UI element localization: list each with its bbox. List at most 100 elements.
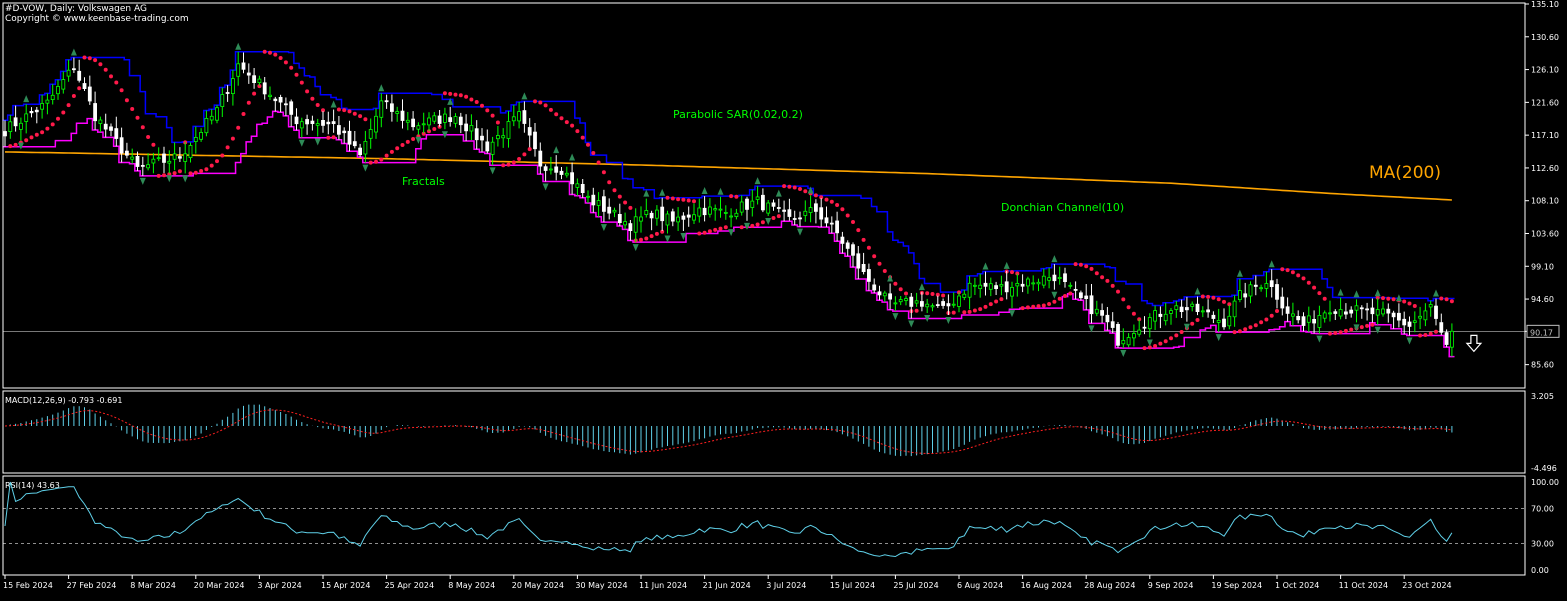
candle xyxy=(1153,305,1157,330)
sar-dot xyxy=(1126,305,1131,310)
candle-body xyxy=(257,78,262,83)
candle xyxy=(1312,310,1316,334)
candle xyxy=(1004,270,1009,300)
candle xyxy=(999,275,1004,296)
candle-body xyxy=(1444,332,1449,345)
sar-dot xyxy=(575,129,580,134)
sar-dot xyxy=(1147,345,1152,350)
sar-dot xyxy=(718,226,723,231)
candle-body xyxy=(1306,315,1311,323)
price-tick-label: 117.10 xyxy=(1531,131,1559,140)
candle-body xyxy=(432,115,437,122)
candle-body xyxy=(761,194,765,211)
candle xyxy=(723,205,728,220)
axes-layer: 135.10 130.60 126.10 121.60 117.10 112.60 108.… xyxy=(2,0,1560,590)
candle-body xyxy=(798,217,802,220)
sar-dot xyxy=(395,146,400,151)
candle xyxy=(347,120,352,152)
fractal-down-arrow xyxy=(415,136,422,144)
candle-body xyxy=(1158,313,1163,317)
candle xyxy=(543,164,548,182)
candle xyxy=(358,143,363,158)
sar-dot xyxy=(1206,294,1211,299)
fractal-down-arrow xyxy=(298,139,305,147)
candle xyxy=(172,142,177,171)
candle-body xyxy=(506,121,511,139)
candle-body xyxy=(374,115,378,133)
candle xyxy=(230,70,235,106)
candle xyxy=(294,108,299,131)
candle xyxy=(814,199,818,224)
sar-dot xyxy=(988,302,993,307)
sar-dot xyxy=(845,213,850,218)
sar-dot xyxy=(654,231,659,236)
candle xyxy=(745,196,749,221)
candle xyxy=(803,200,808,222)
fractal-up-arrow xyxy=(569,153,576,161)
candle xyxy=(1381,301,1385,317)
candle xyxy=(257,75,262,86)
candle xyxy=(935,295,940,308)
candle-body xyxy=(814,203,818,212)
candle xyxy=(819,198,824,228)
candle xyxy=(660,197,665,231)
fractal-down-arrow xyxy=(600,224,607,232)
sar-dot xyxy=(103,67,108,72)
fractal-up-arrow xyxy=(521,92,528,100)
candle xyxy=(824,206,829,227)
sar-dot xyxy=(1063,294,1067,298)
candle-body xyxy=(867,269,871,282)
candle xyxy=(1089,284,1094,324)
candle-body xyxy=(268,94,272,97)
candle-body xyxy=(156,157,161,160)
price-tick-label: 94.60 xyxy=(1531,295,1554,304)
candle xyxy=(1248,281,1253,304)
candle-body xyxy=(649,212,654,219)
candle-body xyxy=(941,301,945,306)
candle-body xyxy=(978,284,983,290)
sar-dot xyxy=(368,160,373,165)
candle-body xyxy=(676,216,680,223)
candle xyxy=(183,141,188,174)
candle xyxy=(1100,303,1104,323)
candle xyxy=(639,206,643,233)
candle-body xyxy=(591,194,596,206)
candle-body xyxy=(262,82,267,95)
sar-dot xyxy=(1365,323,1370,328)
candle xyxy=(591,187,596,213)
sar-dot xyxy=(177,169,182,174)
price-tick-label: 126.10 xyxy=(1531,66,1559,75)
candle xyxy=(845,240,850,257)
candle-body xyxy=(835,220,839,234)
candle-body xyxy=(782,209,786,212)
sar-dot xyxy=(787,184,792,189)
sar-dot xyxy=(1391,297,1396,302)
sar-dot xyxy=(1020,306,1025,311)
candle xyxy=(87,75,92,105)
sar-dot xyxy=(352,111,357,116)
sar-dot xyxy=(405,139,410,144)
candle xyxy=(655,205,659,226)
candle-body xyxy=(1291,313,1295,317)
candle-body xyxy=(1020,283,1025,287)
candle-body xyxy=(1232,300,1237,318)
candle xyxy=(225,85,230,102)
fractal-up-arrow xyxy=(553,146,560,154)
candle xyxy=(24,104,29,134)
candle xyxy=(1010,281,1014,309)
candle-body xyxy=(1110,321,1115,328)
sar-dot xyxy=(782,184,787,189)
sar-dot xyxy=(564,120,569,125)
sar-dot xyxy=(1434,329,1438,334)
sar-dot xyxy=(972,308,977,313)
candle xyxy=(501,128,506,148)
fractal-down-arrow xyxy=(1146,339,1153,347)
fractal-down-arrow xyxy=(632,244,639,252)
candle-body xyxy=(289,101,294,115)
candle-body xyxy=(119,137,124,154)
candle xyxy=(289,99,294,127)
sar-dot xyxy=(411,137,416,141)
candle-body xyxy=(564,172,569,176)
candle-body xyxy=(1084,295,1089,299)
candle-body xyxy=(1063,273,1067,282)
